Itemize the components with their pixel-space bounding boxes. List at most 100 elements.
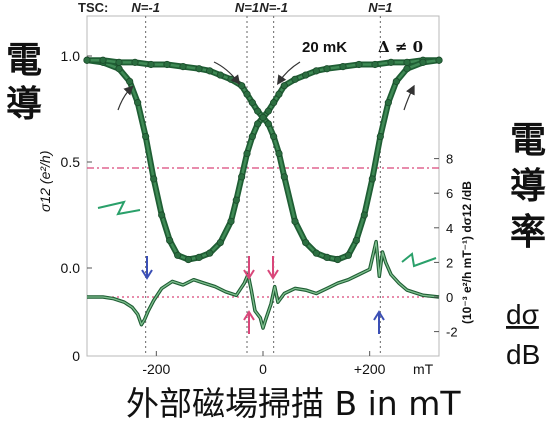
tsc-marker-label: N=1 [368,0,392,15]
data-point [195,65,203,73]
data-point [270,132,278,141]
sweep-arrow-icon [277,61,301,85]
data-point [435,56,443,64]
x-tick-label: -200 [142,361,170,377]
data-point [238,173,246,181]
data-point [392,77,400,86]
left-cjk-char: 導 [6,84,42,125]
data-point [264,120,272,128]
data-point [368,175,376,183]
series-line [86,58,439,261]
data-point [248,99,256,107]
tsc-marker-label: N=1 [235,0,259,15]
data-point [384,99,392,107]
data-point [334,255,342,264]
data-point [166,236,174,245]
data-point [323,65,331,73]
tsc-arrow-icon [267,256,279,280]
data-point [216,71,224,79]
data-point [238,82,246,90]
data-point [147,60,155,69]
series-layer [83,56,443,330]
data-point [270,99,278,107]
right-tick-label: 8 [446,152,453,167]
right-cjk-char: 率 [510,212,546,253]
data-point [174,251,182,259]
data-point [302,71,310,79]
data-point [115,58,123,66]
left-cjk-char: 電 [6,40,42,81]
data-point [248,132,256,141]
data-point [115,65,123,73]
tsc-marker-lines [145,16,381,356]
data-point [376,132,384,141]
data-point [280,173,288,181]
data-point [259,113,267,122]
left-axis-label: σ12 (e²/h) [37,151,53,212]
series-line [87,240,440,329]
data-point [195,253,203,261]
bottom-axis-title: 外部磁場掃描 B in mT [126,384,461,423]
right-tick-label: 6 [446,186,453,201]
data-point [371,60,379,69]
data-point [312,67,320,75]
left-tick-label: 1.0 [61,48,81,64]
data-point [131,58,139,66]
data-point [291,217,299,225]
data-point [243,90,251,98]
sweep-arrow-icon [117,85,134,111]
tsc-marker-labels: N=-1 N=1 N=-1 N=1 [131,0,392,15]
data-point [179,62,187,71]
right-axis-pointer-icon [401,252,437,268]
data-point [150,175,158,183]
data-point [134,99,142,107]
sweep-arrow-icon [213,61,241,85]
right-cjk-char: 導 [510,166,546,207]
data-point [360,211,368,219]
data-point [403,65,411,73]
tsc-marker-label: N=-1 [259,0,288,15]
x-tick-label: +200 [354,361,386,377]
data-point [280,82,288,90]
tsc-arrow-icon [243,310,255,334]
data-point [184,255,192,264]
data-point [243,149,251,158]
data-point [206,67,214,75]
left-axis-ticks: 1.0 0.5 0.0 0 [61,48,92,364]
series-line-outer [87,239,440,330]
data-point [227,217,235,225]
right-cjk-label: 電導率 [510,120,546,253]
series-line-outer [87,57,440,263]
temperature-annotation: 20 mK [302,39,347,56]
right-axis-label: (10⁻³ e²/h mT⁻¹) dσ12 /dB [460,181,474,324]
data-point [163,60,171,69]
data-point [142,132,150,141]
x-tick-label: 0 [259,361,267,377]
tsc-arrow-icon [141,256,153,280]
data-point [254,107,262,115]
data-point [387,58,395,66]
left-cjk-label: 電導 [6,40,42,125]
data-point [232,196,240,204]
data-point [83,56,91,64]
data-point [158,211,166,219]
data-point [344,251,352,259]
data-point [291,75,299,83]
right-axis-ticks: 8 6 4 2 0 -2 [434,152,458,340]
data-point [352,236,360,245]
data-point [126,77,134,86]
gap-annotation: Δ ≠ 0 [378,38,423,56]
data-point [216,238,224,247]
series-line-outer [86,57,439,263]
right-fraction-top: dσ [506,299,539,330]
tsc-header-label: TSC: [78,0,108,15]
left-tick-label: 0.0 [61,260,81,276]
x-axis-ticks: -200 0 +200 mT [142,351,434,377]
left-axis-pointer-icon [97,200,141,216]
right-fraction-bottom: dB [506,339,540,370]
data-point [254,120,262,128]
series-line [87,58,440,261]
data-point [275,90,283,98]
left-tick-label: 0 [72,348,80,364]
data-point [264,107,272,115]
